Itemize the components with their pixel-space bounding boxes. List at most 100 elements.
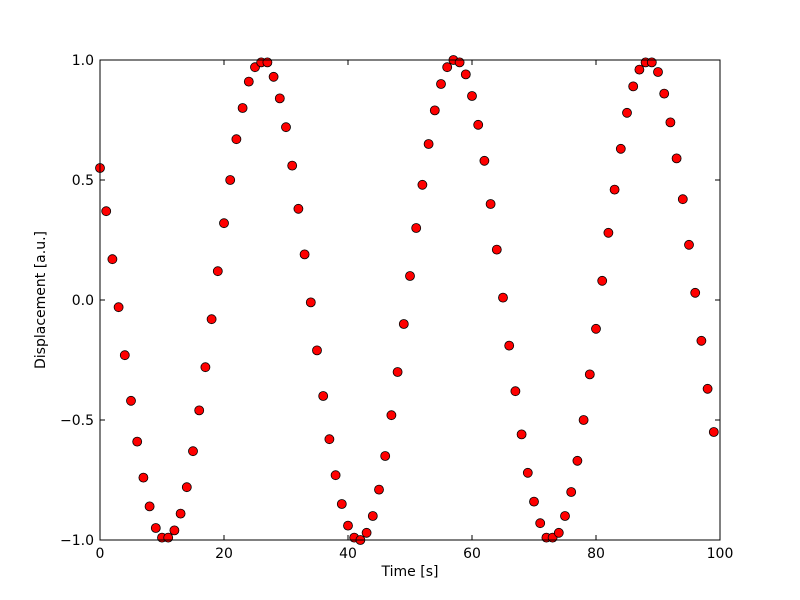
data-point bbox=[622, 107, 632, 118]
data-point bbox=[597, 275, 608, 286]
data-point bbox=[169, 525, 180, 536]
x-tick-label: 60 bbox=[463, 546, 481, 562]
y-tick-label: 0.5 bbox=[72, 173, 94, 189]
data-point bbox=[690, 287, 701, 298]
data-point bbox=[467, 91, 477, 101]
data-point bbox=[405, 271, 415, 281]
x-tick-label: 40 bbox=[339, 546, 357, 562]
data-point bbox=[212, 266, 223, 277]
data-point bbox=[560, 511, 570, 521]
y-tick-label: −0.5 bbox=[60, 413, 94, 429]
data-point bbox=[318, 391, 329, 401]
data-point bbox=[485, 199, 496, 209]
data-point bbox=[380, 451, 391, 461]
data-point bbox=[107, 254, 118, 265]
data-point bbox=[293, 203, 304, 214]
data-point bbox=[411, 223, 422, 233]
data-point bbox=[374, 484, 384, 495]
data-point bbox=[615, 143, 626, 154]
y-tick-label: 0.0 bbox=[72, 293, 94, 309]
data-point bbox=[460, 69, 471, 80]
y-axis-label: Displacement [a.u.] bbox=[33, 231, 49, 369]
data-point bbox=[312, 345, 322, 356]
data-point bbox=[659, 88, 670, 99]
data-point bbox=[696, 335, 707, 346]
tick-labels: 0 20 40 60 80 100 −1.0 −0.5 0.0 0.5 1.0 bbox=[60, 53, 733, 562]
data-point bbox=[634, 64, 645, 75]
data-point bbox=[473, 119, 484, 130]
data-point bbox=[132, 436, 143, 447]
data-point bbox=[343, 520, 353, 531]
data-point bbox=[702, 383, 713, 394]
data-point bbox=[324, 434, 335, 445]
data-point bbox=[392, 367, 403, 377]
data-point bbox=[281, 122, 291, 133]
data-point bbox=[479, 155, 490, 166]
y-tick-label: 1.0 bbox=[72, 53, 94, 69]
data-point bbox=[442, 62, 453, 73]
data-point bbox=[206, 314, 217, 325]
data-point bbox=[361, 527, 372, 538]
plot-area bbox=[100, 60, 720, 540]
plot-frame bbox=[99, 59, 721, 541]
data-point bbox=[225, 175, 236, 185]
x-axis-label: Time [s] bbox=[381, 564, 439, 580]
data-point bbox=[423, 139, 434, 149]
data-point bbox=[628, 81, 639, 92]
data-point bbox=[498, 292, 508, 303]
data-point bbox=[219, 218, 229, 229]
data-point bbox=[584, 369, 595, 380]
x-tick-label: 20 bbox=[215, 546, 233, 562]
data-point bbox=[237, 103, 248, 113]
data-point bbox=[429, 105, 440, 116]
data-point bbox=[113, 302, 124, 313]
data-point bbox=[708, 427, 719, 437]
data-point bbox=[572, 455, 583, 466]
data-point bbox=[436, 79, 446, 89]
data-point bbox=[454, 57, 465, 68]
data-point bbox=[243, 76, 254, 87]
data-point bbox=[305, 297, 316, 308]
data-point bbox=[553, 527, 564, 538]
data-point bbox=[287, 160, 298, 171]
data-point bbox=[119, 350, 130, 361]
data-point bbox=[603, 227, 614, 238]
data-point bbox=[386, 410, 397, 421]
data-point bbox=[671, 153, 682, 164]
y-tick-label: −1.0 bbox=[60, 533, 94, 549]
data-point bbox=[529, 496, 539, 507]
data-point bbox=[646, 57, 657, 68]
data-point bbox=[491, 244, 502, 255]
data-point bbox=[163, 532, 174, 543]
data-point bbox=[665, 117, 676, 128]
data-point bbox=[175, 508, 186, 519]
data-point bbox=[150, 523, 161, 533]
data-point bbox=[609, 184, 620, 195]
data-point bbox=[126, 395, 136, 406]
data-point bbox=[677, 194, 688, 205]
data-point bbox=[522, 467, 533, 478]
data-point bbox=[578, 415, 589, 425]
data-point bbox=[144, 501, 155, 512]
data-point bbox=[367, 511, 378, 521]
data-point bbox=[194, 405, 205, 416]
data-point bbox=[188, 446, 198, 457]
data-point bbox=[262, 57, 273, 68]
x-tick-label: 100 bbox=[707, 546, 734, 562]
data-point bbox=[200, 362, 211, 373]
data-point bbox=[417, 179, 428, 190]
data-point bbox=[274, 93, 285, 104]
data-point bbox=[138, 472, 149, 483]
data-point bbox=[299, 249, 310, 260]
data-point bbox=[684, 239, 694, 250]
data-point bbox=[398, 319, 409, 329]
data-point bbox=[504, 340, 515, 351]
data-point bbox=[535, 518, 546, 529]
x-tick-label: 0 bbox=[96, 546, 105, 562]
data-point bbox=[101, 206, 112, 217]
data-point bbox=[510, 386, 521, 397]
data-point bbox=[330, 470, 341, 481]
x-tick-label: 80 bbox=[587, 546, 605, 562]
data-point bbox=[516, 429, 527, 440]
